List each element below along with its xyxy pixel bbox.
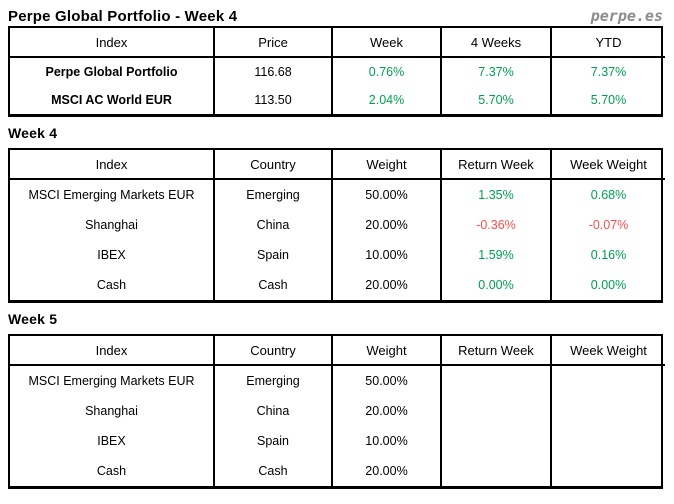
cell-weight: 10.00% bbox=[333, 240, 442, 270]
cell-country: Cash bbox=[215, 270, 333, 300]
cell-weight: 50.00% bbox=[333, 366, 442, 396]
cell-index: Shanghai bbox=[10, 210, 215, 240]
cell-week: 2.04% bbox=[333, 86, 442, 114]
cell-return-week bbox=[442, 456, 552, 486]
cell-country: China bbox=[215, 396, 333, 426]
cell-weight: 20.00% bbox=[333, 456, 442, 486]
title-bar: Perpe Global Portfolio - Week 4 perpe.es bbox=[8, 6, 663, 26]
week4-header-return-week: Return Week bbox=[442, 150, 552, 180]
cell-index: Cash bbox=[10, 270, 215, 300]
week5-header-country: Country bbox=[215, 336, 333, 366]
cell-weight: 20.00% bbox=[333, 270, 442, 300]
cell-week-weight bbox=[552, 456, 665, 486]
week4-header-week-weight: Week Weight bbox=[552, 150, 665, 180]
cell-country: Emerging bbox=[215, 366, 333, 396]
cell-week-weight bbox=[552, 396, 665, 426]
week4-table: Index Country Weight Return Week Week We… bbox=[8, 148, 665, 303]
cell-country: Spain bbox=[215, 426, 333, 456]
cell-index: Shanghai bbox=[10, 396, 215, 426]
cell-country: Cash bbox=[215, 456, 333, 486]
cell-price: 113.50 bbox=[215, 86, 333, 114]
cell-week: 0.76% bbox=[333, 58, 442, 86]
summary-header-index: Index bbox=[10, 28, 215, 58]
cell-country: China bbox=[215, 210, 333, 240]
week5-header-return-week: Return Week bbox=[442, 336, 552, 366]
summary-header-week: Week bbox=[333, 28, 442, 58]
week5-header-index: Index bbox=[10, 336, 215, 366]
cell-week-weight: 0.16% bbox=[590, 248, 627, 262]
cell-4weeks: 5.70% bbox=[442, 86, 552, 114]
cell-return-week bbox=[442, 366, 552, 396]
cell-return-week bbox=[442, 426, 552, 456]
cell-country: Spain bbox=[215, 240, 333, 270]
cell-return-week: 1.35% bbox=[442, 180, 552, 210]
cell-index: IBEX bbox=[10, 240, 215, 270]
cell-index: Perpe Global Portfolio bbox=[10, 58, 215, 86]
week4-header-index: Index bbox=[10, 150, 215, 180]
cell-return-week bbox=[442, 396, 552, 426]
cell-weight: 20.00% bbox=[333, 396, 442, 426]
cell-week-weight bbox=[552, 366, 665, 396]
summary-header-price: Price bbox=[215, 28, 333, 58]
cell-price: 116.68 bbox=[215, 58, 333, 86]
summary-table: Index Price Week 4 Weeks YTD Perpe Globa… bbox=[8, 26, 665, 117]
cell-index: MSCI Emerging Markets EUR bbox=[10, 180, 215, 210]
summary-header-4weeks: 4 Weeks bbox=[442, 28, 552, 58]
cell-return-week: -0.36% bbox=[442, 210, 552, 240]
cell-index: MSCI AC World EUR bbox=[10, 86, 215, 114]
cell-ytd: 5.70% bbox=[590, 93, 627, 107]
week5-header-week-weight: Week Weight bbox=[552, 336, 665, 366]
cell-week-weight: -0.07% bbox=[588, 218, 629, 232]
cell-week-weight: 0.68% bbox=[590, 188, 627, 202]
cell-return-week: 1.59% bbox=[442, 240, 552, 270]
report-page: Perpe Global Portfolio - Week 4 perpe.es… bbox=[8, 6, 665, 489]
cell-4weeks: 7.37% bbox=[442, 58, 552, 86]
week5-table: Index Country Weight Return Week Week We… bbox=[8, 334, 665, 489]
cell-return-week: 0.00% bbox=[442, 270, 552, 300]
cell-week-weight: 0.00% bbox=[590, 278, 627, 292]
cell-weight: 50.00% bbox=[333, 180, 442, 210]
cell-week-weight bbox=[552, 426, 665, 456]
cell-weight: 10.00% bbox=[333, 426, 442, 456]
section-heading-week5: Week 5 bbox=[8, 311, 58, 327]
cell-country: Emerging bbox=[215, 180, 333, 210]
summary-header-ytd: YTD bbox=[552, 28, 665, 58]
week5-header-weight: Weight bbox=[333, 336, 442, 366]
site-logo[interactable]: perpe.es bbox=[590, 7, 663, 25]
cell-weight: 20.00% bbox=[333, 210, 442, 240]
cell-index: Cash bbox=[10, 456, 215, 486]
cell-ytd: 7.37% bbox=[590, 65, 627, 79]
page-title: Perpe Global Portfolio - Week 4 bbox=[8, 8, 238, 25]
week4-header-weight: Weight bbox=[333, 150, 442, 180]
section-heading-week4: Week 4 bbox=[8, 125, 58, 141]
week4-header-country: Country bbox=[215, 150, 333, 180]
cell-index: MSCI Emerging Markets EUR bbox=[10, 366, 215, 396]
cell-index: IBEX bbox=[10, 426, 215, 456]
